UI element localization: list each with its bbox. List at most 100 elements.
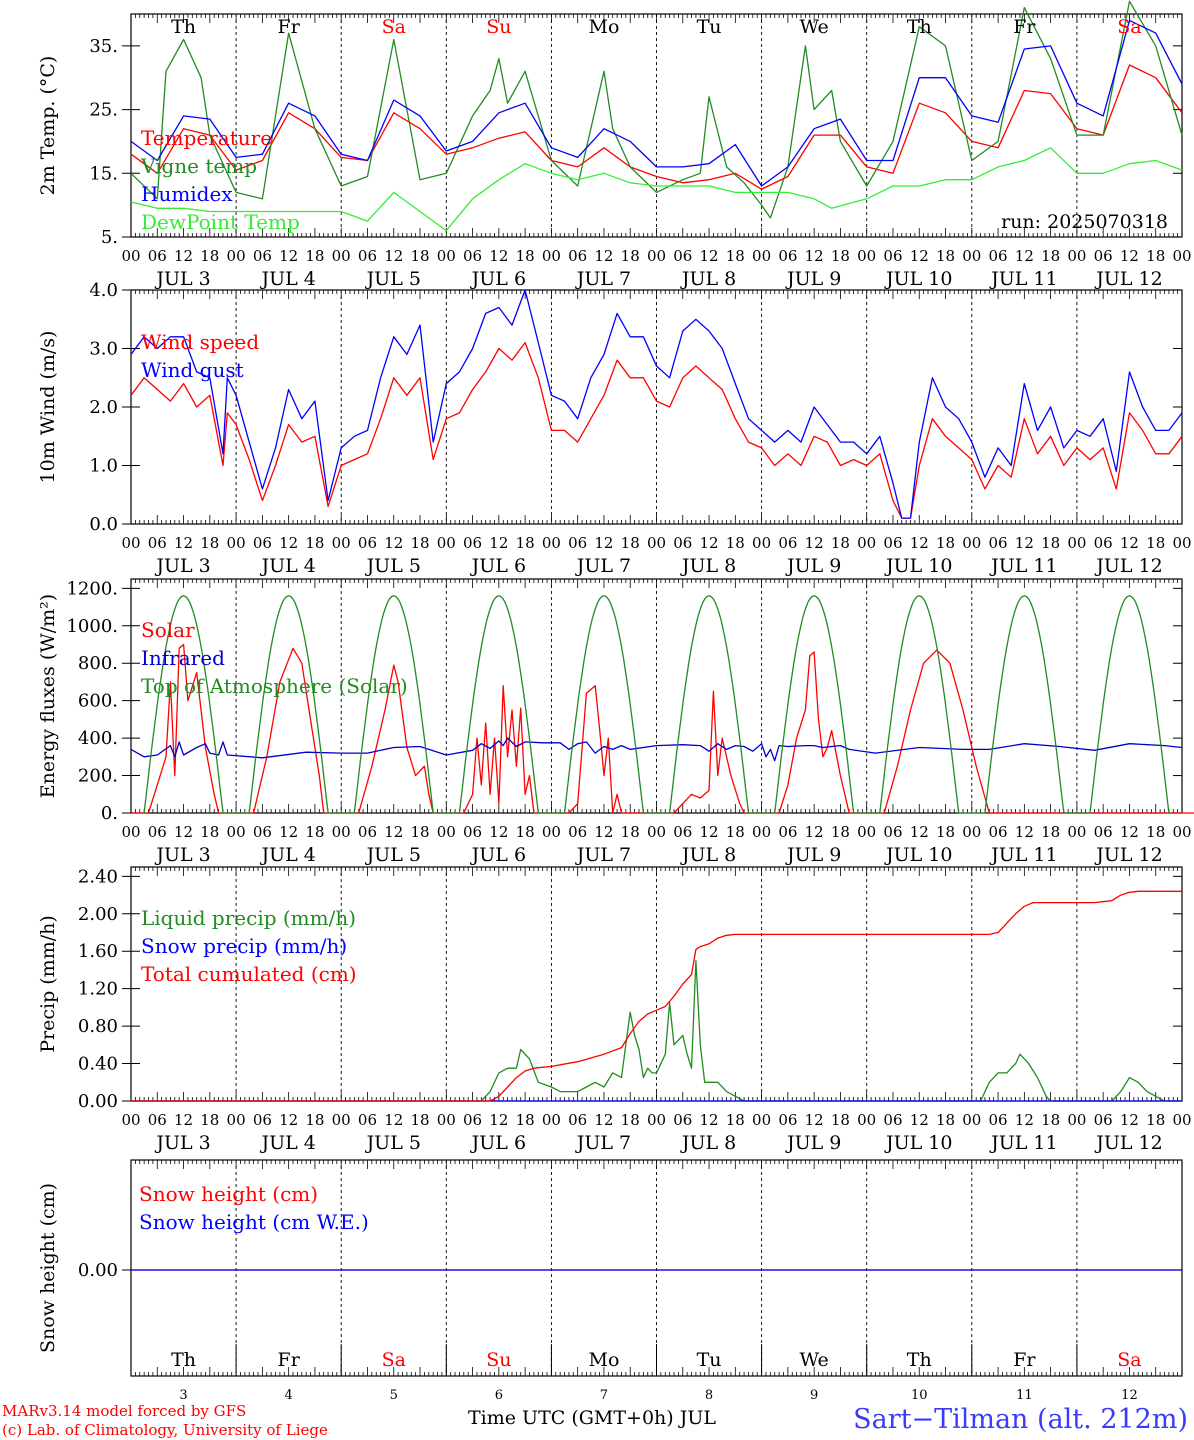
series-infrared <box>130 737 1183 762</box>
hour-label: 00 <box>1067 247 1086 265</box>
day-name: Fr <box>1013 1349 1036 1371</box>
hour-label: 00 <box>1067 534 1086 552</box>
hour-label: 18 <box>516 1111 535 1129</box>
y-axis-label: 2m Temp. (°C) <box>37 56 59 196</box>
hour-label: 00 <box>647 247 666 265</box>
hour-label: 18 <box>200 1111 219 1129</box>
hour-label: 18 <box>305 823 324 841</box>
series-top-of-atmosphere-solar <box>143 595 1170 814</box>
hour-label: 06 <box>989 1111 1008 1129</box>
legend-entry: Top of Atmosphere (Solar) <box>141 674 408 698</box>
hour-label: 18 <box>831 247 850 265</box>
date-label: JUL 5 <box>365 1132 421 1154</box>
hour-label: 06 <box>463 1111 482 1129</box>
day-number: 5 <box>390 1388 398 1403</box>
y-tick-label: 4.0 <box>89 280 118 301</box>
series-wind-speed <box>130 341 1183 519</box>
date-label: JUL 11 <box>989 268 1057 290</box>
date-label: JUL 11 <box>989 555 1057 577</box>
y-tick-label: 0.00 <box>78 1260 118 1281</box>
legend-entry: DewPoint Temp <box>141 210 300 234</box>
date-label: JUL 7 <box>575 268 631 290</box>
panel-2: 0.0 1.0 2.0 3.0 4.0 10m Wind (m/s) Wind speed W… <box>37 280 1192 577</box>
y-axis-label: 10m Wind (m/s) <box>37 331 59 484</box>
hour-label: 18 <box>305 247 324 265</box>
hour-label: 06 <box>778 534 797 552</box>
date-label: JUL 9 <box>785 1132 841 1154</box>
hour-label: 06 <box>253 823 272 841</box>
hour-label: 12 <box>700 247 719 265</box>
hour-label: 00 <box>227 534 246 552</box>
hour-label: 00 <box>752 1111 771 1129</box>
legend-entry: Snow height (cm W.E.) <box>139 1210 369 1234</box>
hour-label: 18 <box>621 534 640 552</box>
date-label: JUL 4 <box>259 844 315 866</box>
y-tick-label: 600. <box>78 691 118 712</box>
hour-label: 00 <box>1172 534 1191 552</box>
hour-label: 18 <box>516 823 535 841</box>
legend-entry: Wind speed <box>141 330 259 354</box>
y-tick-label: 400. <box>78 728 118 749</box>
hour-label: 12 <box>594 1111 613 1129</box>
hour-label: 06 <box>463 823 482 841</box>
hour-label: 06 <box>148 1111 167 1129</box>
hour-label: 18 <box>1041 823 1060 841</box>
hour-label: 00 <box>962 247 981 265</box>
day-name: Fr <box>278 1349 301 1371</box>
y-tick-label: 2.40 <box>78 866 118 887</box>
hour-label: 18 <box>621 247 640 265</box>
hour-label: 18 <box>621 823 640 841</box>
day-name: Th <box>907 16 932 38</box>
hour-label: 00 <box>1172 1111 1191 1129</box>
hour-label: 00 <box>857 823 876 841</box>
hour-label: 00 <box>962 1111 981 1129</box>
day-name: Sa <box>1117 16 1141 38</box>
hour-label: 06 <box>568 823 587 841</box>
station-label: Sart−Tilman (alt. 212m) <box>853 1404 1188 1435</box>
hour-label: 06 <box>253 1111 272 1129</box>
legend-entry: Humidex <box>141 182 233 206</box>
y-tick-label: 800. <box>78 653 118 674</box>
y-tick-label: 2.0 <box>89 397 118 418</box>
hour-label: 18 <box>410 247 429 265</box>
hour-label: 06 <box>883 247 902 265</box>
x-minor-ticks <box>130 579 1183 813</box>
date-label: JUL 12 <box>1094 555 1162 577</box>
hour-label: 00 <box>121 823 140 841</box>
y-axis-label: Energy fluxes (W/m²) <box>37 594 59 798</box>
date-label: JUL 5 <box>365 555 421 577</box>
hour-label: 00 <box>857 1111 876 1129</box>
date-label: JUL 4 <box>259 555 315 577</box>
panel-1: 5. 15. 25. 35. 2m Temp. (°C) Temperature Vigne… <box>37 0 1192 290</box>
hour-label: 06 <box>989 247 1008 265</box>
hour-label: 12 <box>700 534 719 552</box>
day-name: Th <box>171 16 196 38</box>
hour-label: 18 <box>726 247 745 265</box>
hour-label: 00 <box>437 1111 456 1129</box>
hour-label: 12 <box>805 823 824 841</box>
hour-label: 00 <box>332 1111 351 1129</box>
legend-entry: Snow precip (mm/h) <box>141 934 347 958</box>
y-axis-label: Snow height (cm) <box>37 1183 59 1353</box>
hour-label: 18 <box>516 534 535 552</box>
date-label: JUL 12 <box>1094 268 1162 290</box>
y-tick-label: 5. <box>101 227 118 248</box>
hour-label: 00 <box>121 1111 140 1129</box>
hour-label: 00 <box>227 247 246 265</box>
hour-label: 12 <box>489 823 508 841</box>
hour-label: 06 <box>673 247 692 265</box>
hour-label: 06 <box>463 534 482 552</box>
date-label: JUL 5 <box>365 844 421 866</box>
hour-label: 00 <box>227 823 246 841</box>
hour-label: 06 <box>358 534 377 552</box>
date-label: JUL 6 <box>470 1132 526 1154</box>
x-minor-ticks <box>130 290 1183 524</box>
hour-label: 18 <box>936 1111 955 1129</box>
y-tick-label: 0.80 <box>78 1016 118 1037</box>
day-number: 12 <box>1121 1388 1138 1403</box>
day-name: Sa <box>1117 1349 1141 1371</box>
hour-label: 12 <box>384 823 403 841</box>
hour-label: 00 <box>542 534 561 552</box>
hour-label: 18 <box>410 1111 429 1129</box>
hour-label: 12 <box>279 534 298 552</box>
